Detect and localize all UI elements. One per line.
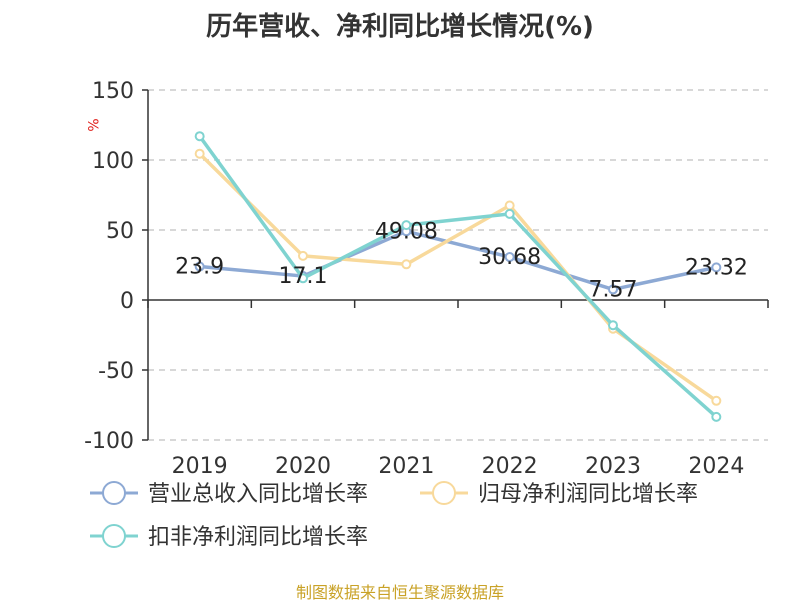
series-layer [194, 131, 722, 422]
x-tick-label: 2019 [172, 454, 228, 479]
data-point [504, 208, 515, 219]
x-tick-label: 2024 [688, 454, 744, 479]
data-point [401, 259, 412, 270]
data-point [608, 320, 618, 331]
y-axis-unit: % [84, 118, 100, 131]
data-point [194, 131, 205, 142]
x-tick-label: 2021 [378, 454, 434, 479]
data-point [711, 411, 722, 422]
y-tick-label: -100 [84, 429, 134, 454]
data-point [194, 148, 205, 159]
source-note: 制图数据来自恒生聚源数据库 [295, 583, 504, 602]
series-line-2 [198, 135, 718, 419]
data-point [298, 250, 308, 261]
data-label: 7.57 [589, 277, 638, 302]
legend-item-0: 营业总收入同比增长率 [90, 481, 368, 507]
data-point [711, 262, 722, 273]
legend-swatch-marker [102, 481, 126, 505]
x-tick-label: 2022 [482, 454, 538, 479]
data-point [608, 284, 618, 295]
data-label: 49.08 [375, 219, 438, 244]
y-tick-label: 150 [92, 79, 134, 104]
legend-swatch-marker [432, 481, 456, 505]
axes: 150 100 50 0 -50 -100% 2019 2020 2021 2022 2023 202… [84, 79, 769, 479]
y-tick-label: -50 [98, 359, 134, 384]
x-tick-label: 2023 [585, 454, 641, 479]
data-point [401, 220, 412, 231]
x-tick-label: 2020 [275, 454, 331, 479]
data-label: 23.32 [685, 255, 748, 280]
data-label: 30.68 [478, 245, 541, 270]
y-tick-label: 100 [92, 149, 134, 174]
legend-item-1: 归母净利润同比增长率 [420, 481, 698, 507]
legend-item-2: 扣非净利润同比增长率 [90, 524, 368, 550]
data-label: 23.9 [175, 255, 224, 280]
grid-lines [148, 89, 768, 441]
legend-label: 扣非净利润同比增长率 [148, 525, 368, 550]
series-line-0 [199, 229, 717, 292]
legend-swatch-marker [102, 524, 126, 548]
data-point [194, 261, 205, 272]
y-tick-label: 50 [106, 219, 134, 244]
data-label: 17.1 [279, 264, 328, 289]
data-point [298, 273, 308, 284]
data-point [504, 252, 515, 263]
data-labels: 23.9 17.1 49.08 30.68 7.57 23.32 [175, 219, 748, 302]
series-line-1 [198, 152, 718, 403]
chart-title: 历年营收、净利同比增长情况(%) [206, 12, 594, 42]
data-point [711, 395, 722, 406]
data-point [504, 200, 515, 211]
y-tick-label: 0 [120, 289, 134, 314]
legend-label: 营业总收入同比增长率 [148, 482, 368, 507]
legend-label: 归母净利润同比增长率 [478, 482, 698, 507]
